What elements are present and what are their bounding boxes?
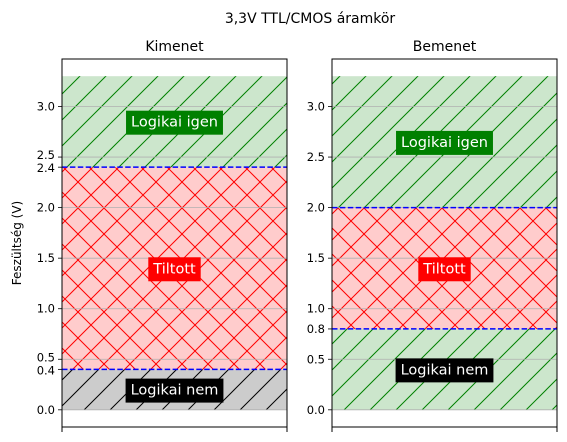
y-tick-label-kimenet: 0.0 (37, 403, 55, 417)
y-tick-label-kimenet: 1.5 (37, 251, 55, 265)
svg-text:Tiltott: Tiltott (152, 261, 196, 277)
panel-bemenet: Bemenet 0.0 0.5 0.8 1.0 1.5 2.0 2.5 3.0 Logikai… (307, 39, 557, 432)
y-tick-label-bemenet: 2.0 (307, 201, 325, 215)
svg-text:Logikai igen: Logikai igen (401, 135, 488, 151)
region-label-kimenet-logikai-igen: Logikai igen (126, 111, 223, 135)
region-label-bemenet-tiltott: Tiltott (418, 257, 470, 281)
y-tick-label-bemenet: 0.8 (307, 322, 325, 336)
y-tick-label-bemenet: 3.0 (307, 100, 325, 114)
y-axis-label: Feszültség (V) (10, 201, 24, 285)
region-label-kimenet-logikai-nem: Logikai nem (126, 379, 224, 403)
y-tick-label-kimenet: 3.0 (37, 100, 55, 114)
y-tick-label-bemenet: 1.0 (307, 302, 325, 316)
svg-text:Logikai igen: Logikai igen (131, 115, 218, 131)
panel-title-kimenet: Kimenet (145, 39, 204, 55)
y-tick-label-bemenet: 0.0 (307, 403, 325, 417)
y-tick-label-kimenet: 2.0 (37, 201, 55, 215)
y-tick-label-kimenet: 2.5 (37, 148, 55, 162)
region-label-bemenet-logikai-igen: Logikai igen (396, 131, 493, 155)
y-tick-label-bemenet: 0.5 (307, 352, 325, 366)
y-tick-label-kimenet: 2.4 (37, 161, 55, 175)
y-tick-label-kimenet: 0.4 (37, 363, 55, 377)
y-tick-label-bemenet: 2.5 (307, 150, 325, 164)
svg-text:Logikai nem: Logikai nem (401, 362, 489, 378)
y-tick-label-bemenet: 1.5 (307, 251, 325, 265)
y-tick-label-kimenet: 0.5 (37, 350, 55, 364)
svg-text:Tiltott: Tiltott (422, 261, 466, 277)
y-tick-label-kimenet: 1.0 (37, 302, 55, 316)
y-ticks-bemenet: 0.0 0.5 0.8 1.0 1.5 2.0 2.5 3.0 (307, 100, 332, 417)
region-label-bemenet-logikai-nem: Logikai nem (396, 358, 494, 382)
chart-suptitle: 3,3V TTL/CMOS áramkör (225, 11, 396, 27)
region-label-kimenet-tiltott: Tiltott (148, 257, 200, 281)
svg-text:Logikai nem: Logikai nem (131, 383, 219, 399)
panel-title-bemenet: Bemenet (413, 39, 477, 55)
y-ticks-kimenet: 0.0 0.40.5 1.0 1.5 2.0 2.42.5 3.0 (37, 100, 62, 417)
panel-kimenet: Kimenet 0.0 0.40.5 1.0 1.5 2.0 2.42.5 3.0 Logi… (37, 39, 287, 432)
